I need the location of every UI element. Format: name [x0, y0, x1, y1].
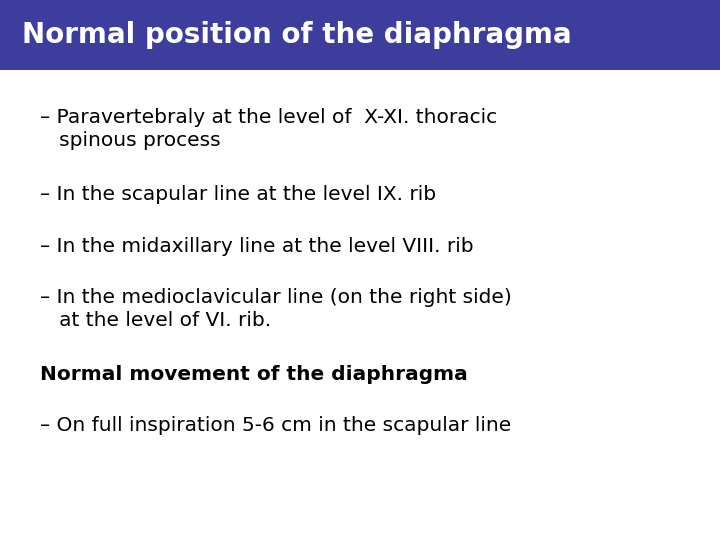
Text: – In the medioclavicular line (on the right side)
   at the level of VI. rib.: – In the medioclavicular line (on the ri…	[40, 288, 511, 329]
FancyBboxPatch shape	[0, 0, 720, 70]
Text: Normal movement of the diaphragma: Normal movement of the diaphragma	[40, 365, 467, 384]
Text: – In the scapular line at the level IX. rib: – In the scapular line at the level IX. …	[40, 185, 436, 204]
Text: – In the midaxillary line at the level VIII. rib: – In the midaxillary line at the level V…	[40, 237, 473, 255]
Text: Normal position of the diaphragma: Normal position of the diaphragma	[22, 21, 571, 49]
Text: – On full inspiration 5-6 cm in the scapular line: – On full inspiration 5-6 cm in the scap…	[40, 416, 511, 435]
Text: – Paravertebraly at the level of  X-XI. thoracic
   spinous process: – Paravertebraly at the level of X-XI. t…	[40, 108, 497, 150]
